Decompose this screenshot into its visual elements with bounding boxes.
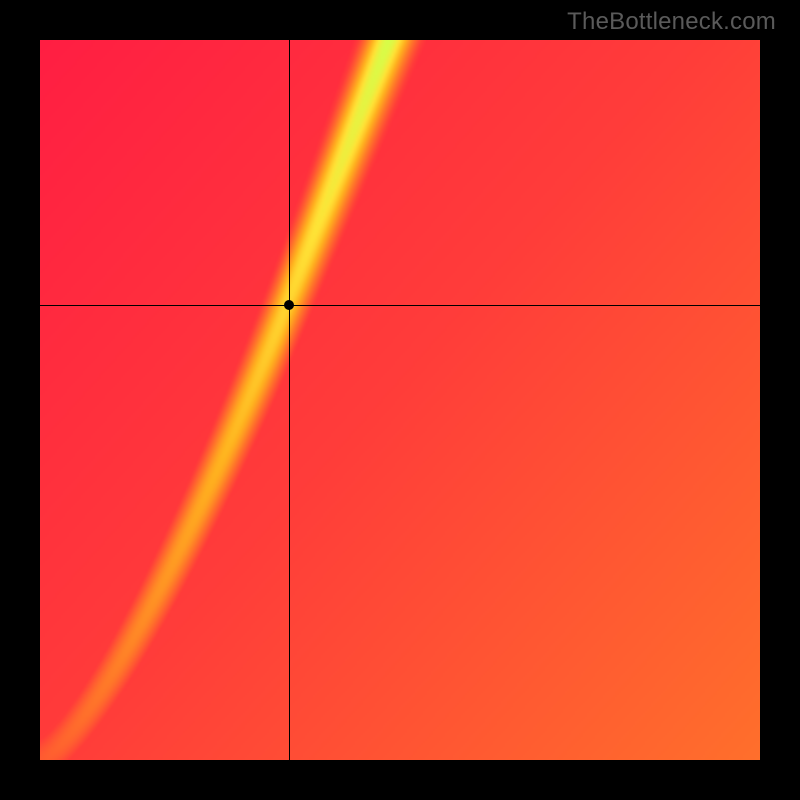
crosshair-horizontal — [40, 305, 760, 306]
watermark-text: TheBottleneck.com — [567, 8, 776, 36]
figure-root: TheBottleneck.com — [0, 0, 800, 800]
crosshair-vertical — [289, 40, 290, 760]
data-point-marker — [284, 300, 294, 310]
bottleneck-heatmap — [40, 40, 760, 760]
